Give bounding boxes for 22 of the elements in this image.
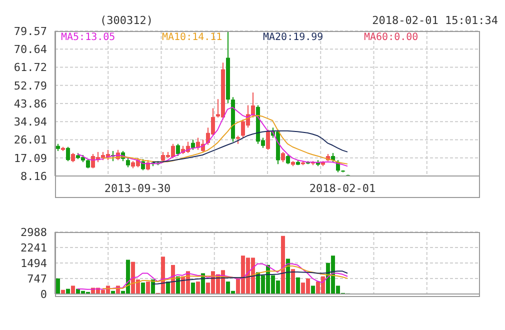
text: MA20:19.99 [263,32,324,43]
y-tick-label: 8.16 [20,170,47,183]
text: 2018-02-01 15:01:34 [372,14,498,27]
y-tick-label: 2988 [20,226,47,239]
chart-title: (300312) [100,14,153,27]
y-tick-label: 747 [27,272,47,286]
text: MA5:13.05 [61,32,116,43]
text: MA10:14.11 [162,32,222,43]
y-tick-label: 34.94 [14,116,48,129]
y-tick-label: 52.79 [14,79,47,92]
y-tick-label: 43.86 [14,97,47,110]
y-tick-label: 79.57 [14,24,47,38]
y-tick-label: 70.64 [14,43,48,56]
x-tick-label: 2018-02-01 [309,182,376,195]
y-tick-label: 1494 [20,256,48,270]
x-tick-label: 2013-09-30 [104,182,171,195]
y-tick-label: 61.72 [14,61,47,74]
y-tick-label: 17.09 [14,152,47,165]
legend-label: MA60:0.00 [364,32,418,43]
y-tick-label: 26.01 [14,134,47,147]
y-tick-label: 2241 [20,241,47,254]
y-tick-label: 0 [40,288,47,301]
